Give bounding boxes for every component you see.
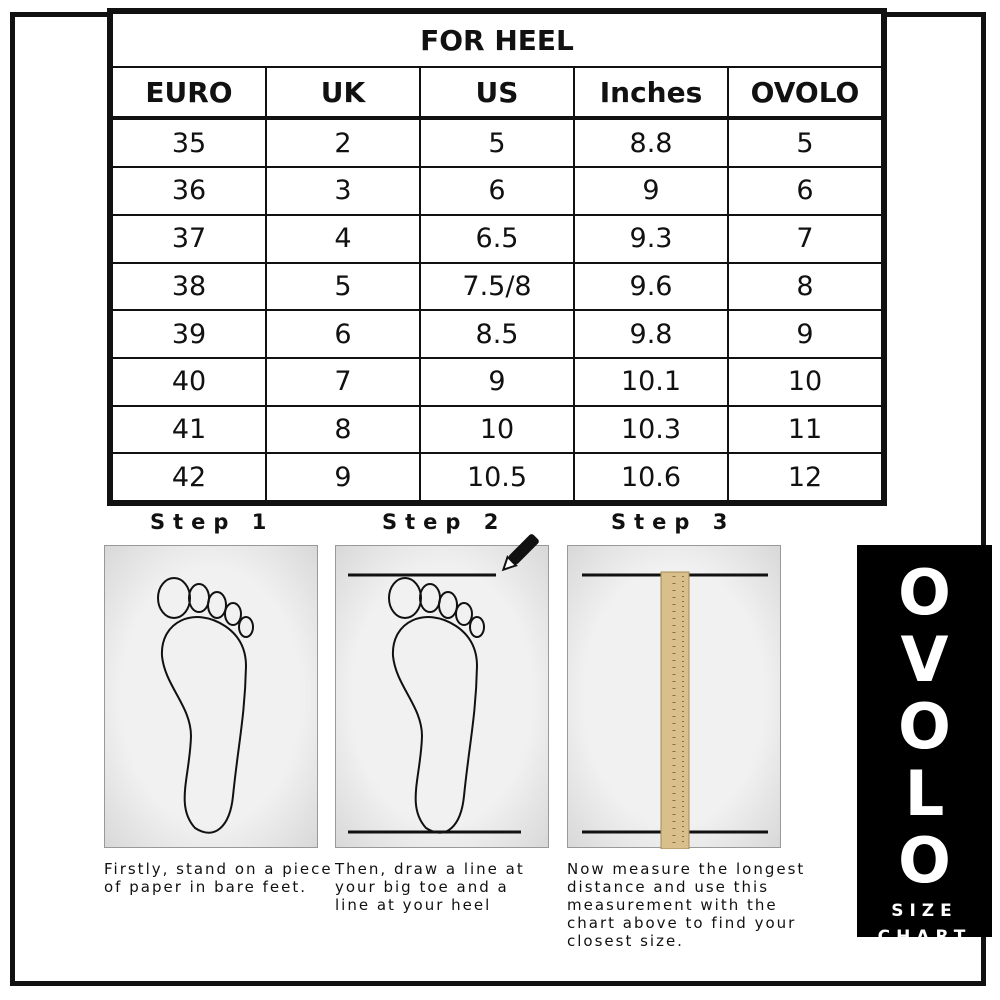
table-cell: 9 xyxy=(265,452,421,502)
table-row: 36 3 6 9 6 xyxy=(111,166,883,216)
step-2-image xyxy=(335,545,549,848)
table-cell: 42 xyxy=(111,452,267,502)
table-cell: 35 xyxy=(111,116,267,169)
table-cell: 10.6 xyxy=(573,452,729,502)
table-row: 35 2 5 8.8 5 xyxy=(111,116,883,169)
table-cell: 10 xyxy=(727,356,883,407)
step-3-label: Step 3 xyxy=(611,510,736,534)
table-cell: 5 xyxy=(265,261,421,312)
table-cell: 10.5 xyxy=(419,452,575,502)
column-header: OVOLO xyxy=(727,66,883,120)
ruler-icon xyxy=(582,571,768,849)
table-cell: 39 xyxy=(111,309,267,359)
table-cell: 5 xyxy=(727,116,883,169)
step-1-image xyxy=(104,545,318,848)
table-row: 40 7 9 10.1 10 xyxy=(111,356,883,407)
table-cell: 10.3 xyxy=(573,404,729,455)
table-cell: 7 xyxy=(265,356,421,407)
column-header: UK xyxy=(265,66,421,120)
table-cell: 3 xyxy=(265,166,421,216)
table-cell: 8.8 xyxy=(573,116,729,169)
table-cell: 9.3 xyxy=(573,213,729,264)
step-2-label: Step 2 xyxy=(382,510,507,534)
table-cell: 6.5 xyxy=(419,213,575,264)
table-cell: 9 xyxy=(573,166,729,216)
table-cell: 41 xyxy=(111,404,267,455)
table-row: 39 6 8.5 9.8 9 xyxy=(111,309,883,359)
table-row: 42 9 10.5 10.6 12 xyxy=(111,452,883,502)
table-cell: 4 xyxy=(265,213,421,264)
brand-subtitle-line1: SIZE xyxy=(891,901,958,921)
column-header: US xyxy=(419,66,575,120)
table-row: 41 8 10 10.3 11 xyxy=(111,404,883,455)
table-cell: 36 xyxy=(111,166,267,216)
table-cell: 6 xyxy=(419,166,575,216)
column-header: EURO xyxy=(111,66,267,120)
table-cell: 7 xyxy=(727,213,883,264)
logo-letter: O xyxy=(898,556,951,629)
step-1-description: Firstly, stand on a piece of paper in ba… xyxy=(104,860,333,896)
logo-letter: O xyxy=(898,690,951,763)
step-1-label: Step 1 xyxy=(150,510,275,534)
table-cell: 11 xyxy=(727,404,883,455)
step-3-description: Now measure the longest distance and use… xyxy=(567,860,806,950)
table-cell: 9 xyxy=(419,356,575,407)
table-cell: 40 xyxy=(111,356,267,407)
table-cell: 37 xyxy=(111,213,267,264)
foot-lines-icon xyxy=(348,573,521,834)
table-cell: 38 xyxy=(111,261,267,312)
table-cell: 6 xyxy=(727,166,883,216)
pencil-icon xyxy=(501,534,539,572)
table-cell: 12 xyxy=(727,452,883,502)
size-table: FOR HEEL EURO UK US Inches OVOLO 35 2 5 8.8 5 36 3… xyxy=(107,8,887,506)
logo-letter: L xyxy=(904,757,945,830)
brand-subtitle-line2: CHART xyxy=(877,927,972,947)
table-cell: 9.6 xyxy=(573,261,729,312)
table-row: 38 5 7.5/8 9.6 8 xyxy=(111,261,883,312)
table-cell: 9 xyxy=(727,309,883,359)
table-title: FOR HEEL xyxy=(111,12,883,68)
step-2-description: Then, draw a line at your big toe and a … xyxy=(335,860,525,914)
table-cell: 8.5 xyxy=(419,309,575,359)
table-cell: 8 xyxy=(265,404,421,455)
table-cell: 9.8 xyxy=(573,309,729,359)
table-cell: 10.1 xyxy=(573,356,729,407)
table-cell: 2 xyxy=(265,116,421,169)
column-header: Inches xyxy=(573,66,729,120)
table-cell: 10 xyxy=(419,404,575,455)
table-cell: 6 xyxy=(265,309,421,359)
logo-letter: V xyxy=(900,623,949,696)
step-3-image xyxy=(567,545,781,849)
logo-letter: O xyxy=(898,824,951,897)
table-cell: 8 xyxy=(727,261,883,312)
table-row: 37 4 6.5 9.3 7 xyxy=(111,213,883,264)
table-cell: 5 xyxy=(419,116,575,169)
foot-outline-icon xyxy=(157,577,254,834)
table-cell: 7.5/8 xyxy=(419,261,575,312)
